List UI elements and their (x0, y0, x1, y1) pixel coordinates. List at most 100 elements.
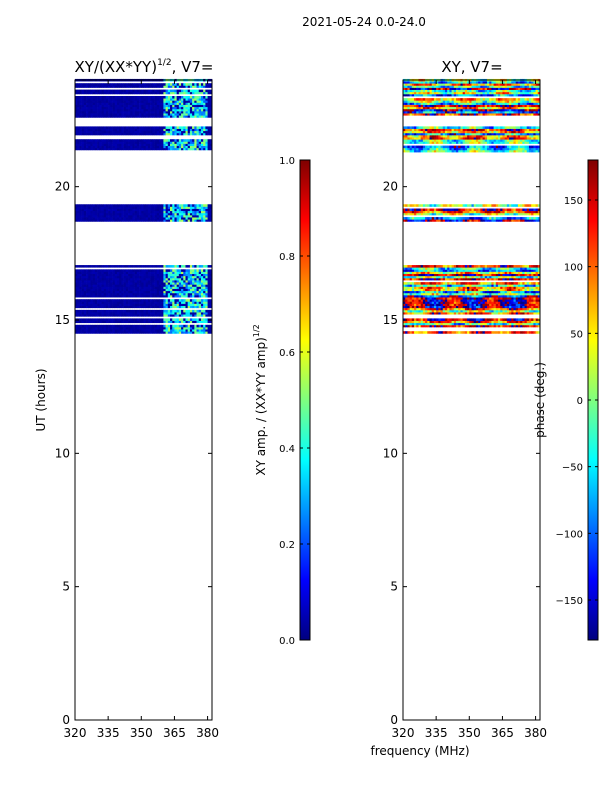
heatmap-cell (170, 282, 173, 285)
heatmap-cell (112, 83, 116, 86)
heatmap-cell (158, 206, 162, 209)
heatmap-cell (83, 303, 87, 306)
heatmap-cell (158, 269, 162, 272)
heatmap-cell (88, 320, 91, 324)
heatmap-cell (165, 115, 169, 118)
heatmap-cell (440, 324, 444, 328)
heatmap-cell (209, 204, 213, 207)
heatmap-cell (409, 307, 413, 311)
heatmap-cell (444, 277, 448, 281)
heatmap-cell (196, 104, 200, 108)
heatmap-cell (537, 301, 541, 304)
heatmap-cell (88, 280, 91, 283)
heatmap-cell (161, 83, 164, 86)
heatmap-cell (123, 110, 127, 114)
heatmap-cell (486, 284, 490, 287)
heatmap-cell (198, 275, 202, 279)
heatmap-cell (97, 132, 100, 136)
heatmap-cell (189, 265, 193, 268)
heatmap-cell (77, 314, 80, 317)
heatmap-cell (114, 284, 118, 287)
heatmap-cell (77, 301, 80, 304)
heatmap-cell (90, 265, 93, 268)
heatmap-cell (185, 110, 188, 114)
heatmap-cell (156, 301, 160, 304)
heatmap-cell (143, 100, 147, 103)
heatmap-cell (88, 115, 91, 118)
heatmap-cell (154, 96, 158, 99)
heatmap-cell (108, 277, 111, 281)
heatmap-cell (192, 309, 195, 313)
heatmap-cell (489, 331, 492, 334)
heatmap-cell (456, 290, 459, 294)
heatmap-cell (207, 314, 211, 317)
heatmap-cell (198, 288, 202, 292)
heatmap-cell (425, 320, 428, 324)
heatmap-cell (422, 294, 426, 298)
heatmap-cell (524, 307, 528, 311)
heatmap-cell (130, 275, 133, 279)
heatmap-cell (207, 309, 211, 313)
heatmap-cell (152, 301, 155, 304)
heatmap-cell (103, 305, 107, 309)
heatmap-cell (145, 305, 149, 309)
heatmap-cell (500, 331, 503, 334)
heatmap-cell (198, 292, 202, 296)
heatmap-cell (92, 141, 96, 144)
heatmap-cell (139, 326, 142, 330)
heatmap-cell (141, 83, 144, 86)
heatmap-cell (192, 314, 195, 317)
heatmap-cell (411, 307, 415, 311)
heatmap-cell (75, 83, 78, 86)
heatmap-cell (200, 126, 204, 129)
heatmap-cell (139, 277, 142, 281)
heatmap-cell (198, 96, 202, 99)
heatmap-cell (207, 204, 211, 207)
heatmap-cell (161, 145, 164, 149)
heatmap-cell (414, 331, 417, 334)
heatmap-cell (167, 326, 171, 330)
heatmap-cell (403, 322, 406, 326)
heatmap-cell (108, 303, 111, 306)
heatmap-cell (110, 106, 113, 110)
heatmap-cell (83, 271, 87, 274)
heatmap-cell (152, 210, 155, 214)
heatmap-cell (75, 273, 78, 277)
heatmap-cell (502, 301, 505, 304)
heatmap-cell (123, 277, 127, 281)
heatmap-cell (189, 299, 193, 302)
heatmap-cell (493, 284, 497, 287)
heatmap-cell (427, 305, 430, 309)
heatmap-cell (123, 331, 127, 334)
heatmap-cell (170, 89, 173, 93)
heatmap-cell (154, 106, 158, 110)
heatmap-cell (147, 312, 151, 315)
heatmap-cell (92, 98, 96, 101)
heatmap-cell (92, 210, 96, 214)
heatmap-cell (198, 139, 202, 142)
heatmap-cell (480, 288, 483, 292)
heatmap-cell (458, 307, 461, 311)
heatmap-cell (132, 275, 135, 279)
heatmap-cell (136, 212, 140, 216)
heatmap-cell (189, 269, 193, 272)
heatmap-cell (161, 292, 164, 296)
heatmap-cell (196, 271, 200, 274)
heatmap-cell (203, 303, 206, 306)
heatmap-cell (141, 303, 144, 306)
heatmap-cell (178, 292, 182, 296)
heatmap-cell (178, 286, 182, 289)
heatmap-cell (141, 277, 144, 281)
heatmap-cell (108, 104, 111, 108)
heatmap-cell (88, 318, 91, 321)
heatmap-cell (165, 89, 169, 93)
heatmap-cell (172, 284, 175, 287)
heatmap-cell (158, 208, 162, 212)
heatmap-cell (431, 320, 435, 324)
heatmap-cell (88, 102, 91, 105)
heatmap-cell (194, 324, 197, 328)
heatmap-cell (473, 309, 477, 313)
heatmap-cell (444, 297, 448, 300)
heatmap-cell (498, 290, 501, 294)
